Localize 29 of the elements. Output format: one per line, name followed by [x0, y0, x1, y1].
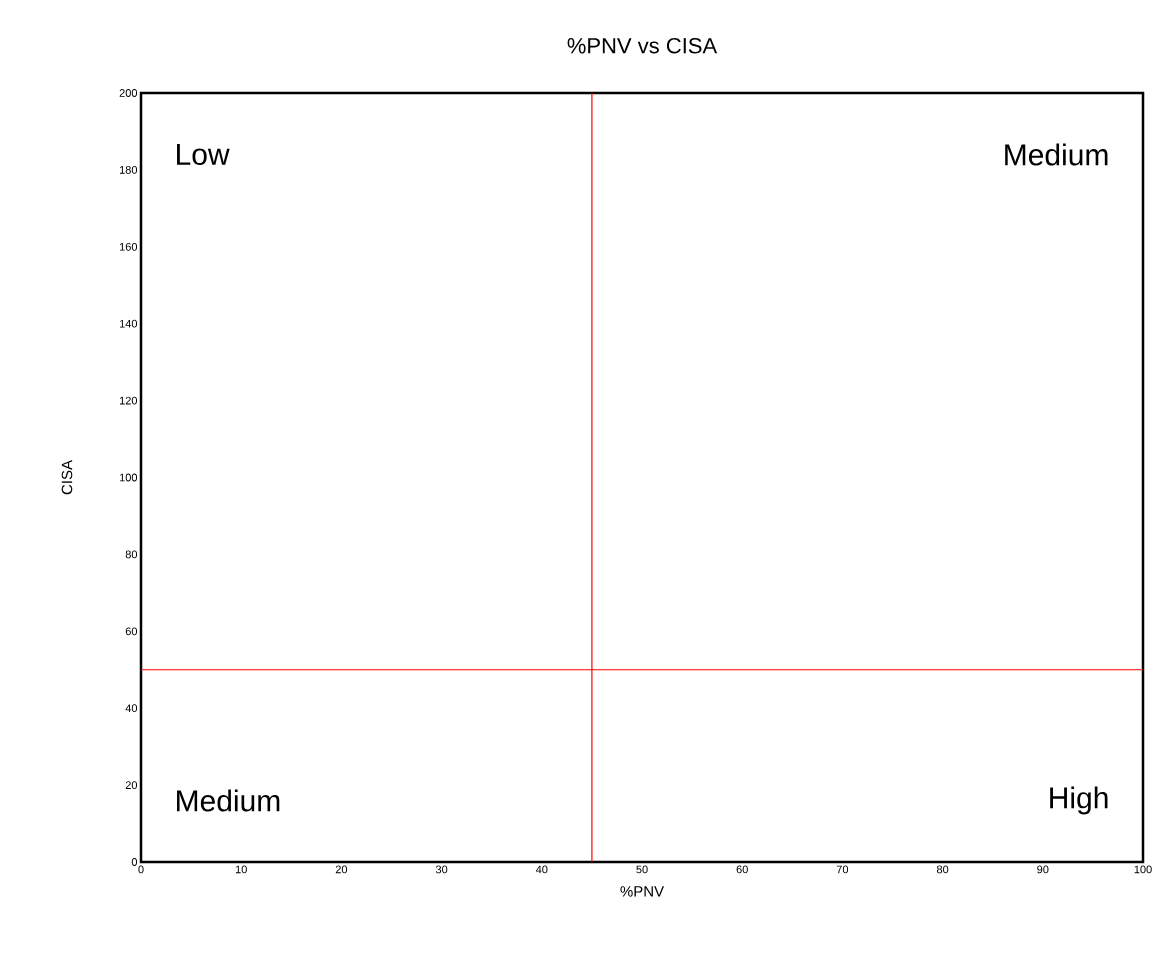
annotation: High: [1050, 786, 1108, 815]
y-tick-label: 60: [125, 627, 138, 636]
chart-title: %PNV vs CISA: [567, 37, 718, 54]
x-tick-label: 100: [1134, 865, 1152, 874]
y-tick-label: 160: [119, 242, 138, 251]
x-tick-label: 10: [235, 865, 247, 874]
y-tick-label: 20: [125, 781, 138, 789]
y-tick-label: 80: [125, 550, 138, 559]
annotation: Medium: [1005, 143, 1108, 166]
annotation: Medium: [177, 789, 280, 812]
x-axis-title: %PNV: [620, 886, 665, 897]
x-tick-label: 90: [1037, 865, 1049, 874]
y-tick-label: 200: [119, 89, 138, 97]
y-tick-label: 40: [125, 704, 138, 713]
x-tick-label: 80: [936, 865, 949, 874]
x-tick-label: 60: [736, 865, 748, 874]
x-tick-label: 20: [335, 865, 348, 874]
x-tick-label: 30: [435, 865, 448, 874]
annotation: Low: [177, 144, 230, 165]
x-tick-label: 40: [535, 865, 548, 874]
y-tick-label: 180: [119, 165, 138, 174]
y-tick-label: 120: [119, 396, 138, 405]
y-axis-title: CISA: [61, 460, 73, 495]
x-tick-label: 70: [836, 865, 849, 874]
y-tick-label: 140: [119, 319, 138, 328]
x-tick-label: 50: [636, 865, 648, 874]
y-tick-label: 100: [119, 473, 138, 482]
x-tick-label: 0: [138, 865, 144, 874]
y-tick-label: 0: [131, 858, 138, 866]
